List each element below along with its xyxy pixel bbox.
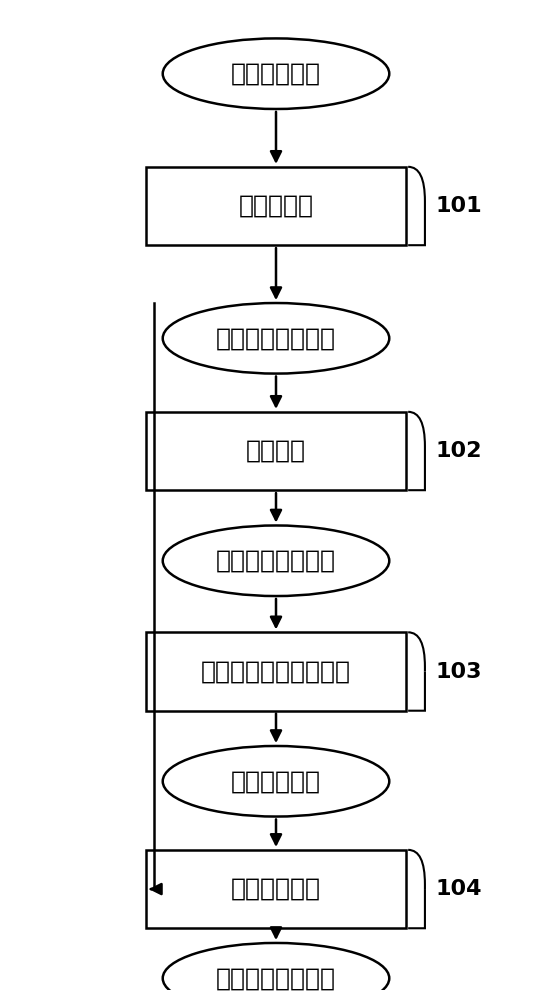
Text: 保持边界不规则边折叠: 保持边界不规则边折叠 [201, 660, 351, 684]
Text: 地形简化网格: 地形简化网格 [231, 769, 321, 793]
Ellipse shape [163, 303, 389, 374]
Ellipse shape [163, 746, 389, 817]
FancyBboxPatch shape [146, 632, 406, 711]
Text: 104: 104 [436, 879, 482, 899]
Ellipse shape [163, 38, 389, 109]
FancyBboxPatch shape [146, 412, 406, 490]
FancyBboxPatch shape [146, 167, 406, 245]
Text: 数字高程模型: 数字高程模型 [231, 62, 321, 86]
FancyBboxPatch shape [146, 850, 406, 928]
Text: 103: 103 [436, 662, 482, 682]
Text: 保持边界地形格式: 保持边界地形格式 [216, 966, 336, 990]
Text: 102: 102 [436, 441, 482, 461]
Text: 101: 101 [436, 196, 482, 216]
Ellipse shape [163, 525, 389, 596]
Text: 地形规则网格数据: 地形规则网格数据 [216, 326, 336, 350]
Text: 数据转换: 数据转换 [246, 439, 306, 463]
Ellipse shape [163, 943, 389, 1000]
Text: 层次结构组织: 层次结构组织 [231, 877, 321, 901]
Text: 顶点重采样: 顶点重采样 [238, 194, 314, 218]
Text: 网格简化辅助信息: 网格简化辅助信息 [216, 549, 336, 573]
